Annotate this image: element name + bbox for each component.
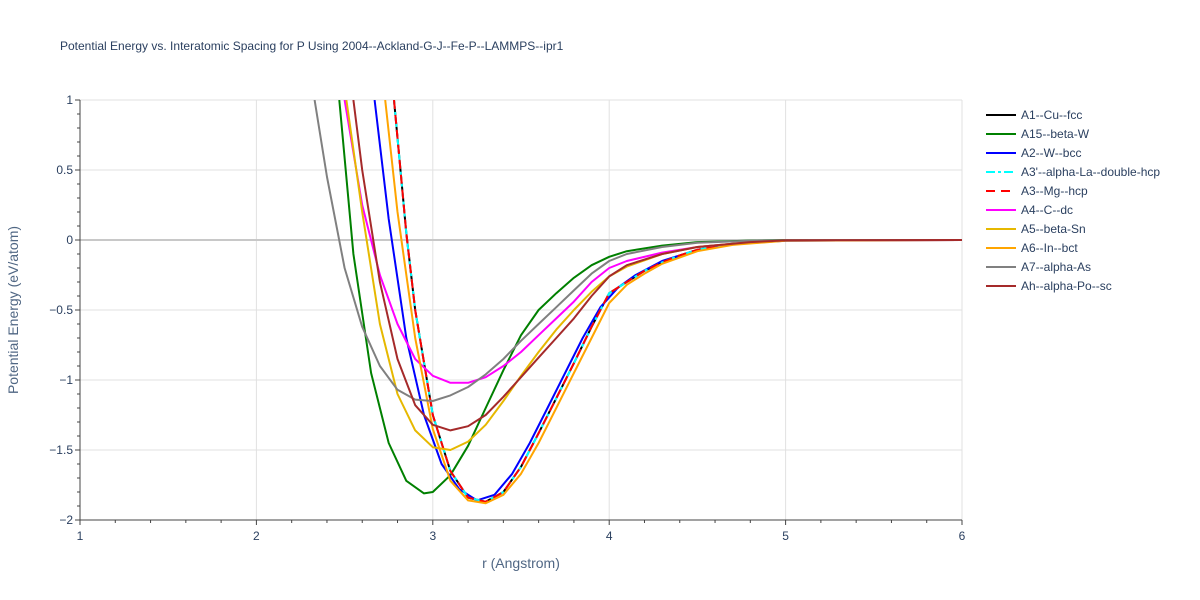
grid-lines	[80, 99, 963, 520]
series-line-1	[338, 100, 962, 495]
x-tick-label: 4	[606, 529, 613, 543]
series-group	[313, 100, 962, 505]
series-line-5	[343, 100, 962, 384]
x-axis-title: r (Angstrom)	[482, 555, 560, 571]
y-axis-title: Potential Energy (eV/atom)	[5, 226, 21, 394]
y-tick-label: −1	[59, 373, 73, 387]
axes-group: 1 2 3 4 5 6 −2 −1.5 −1 −0.5 0 0.5 1	[49, 93, 965, 543]
legend-item-label: A7--alpha-As	[1021, 260, 1091, 274]
legend-item-label: A1--Cu--fcc	[1021, 108, 1082, 122]
series-line-6	[345, 100, 962, 451]
y-tick-label: −0.5	[49, 303, 73, 317]
chart-title: Potential Energy vs. Interatomic Spacing…	[60, 39, 564, 53]
legend-item-label: A4--C--dc	[1021, 203, 1073, 217]
y-tick-label: 0	[66, 233, 73, 247]
x-tick-label: 5	[782, 529, 789, 543]
series-line-2	[373, 100, 962, 502]
legend-item-label: A6--In--bct	[1021, 241, 1078, 255]
legend-item-label: A5--beta-Sn	[1021, 222, 1086, 236]
x-tick-label: 1	[77, 529, 84, 543]
y-tick-label: 1	[66, 93, 73, 107]
legend: A1--Cu--fcc A15--beta-W A2--W--bcc A3'--alp…	[986, 108, 1160, 293]
series-line-4	[393, 100, 962, 503]
y-tick-label: −2	[59, 513, 73, 527]
x-tick-label: 2	[253, 529, 260, 543]
y-tick-label: 0.5	[56, 163, 73, 177]
series-line-9	[352, 100, 962, 432]
legend-item-label: Ah--alpha-Po--sc	[1021, 279, 1112, 293]
series-line-8	[313, 100, 962, 402]
x-tick-label: 6	[959, 529, 966, 543]
x-tick-label: 3	[429, 529, 436, 543]
legend-item-label: A2--W--bcc	[1021, 146, 1081, 160]
series-line-0	[393, 100, 962, 503]
legend-item-label: A3--Mg--hcp	[1021, 184, 1088, 198]
series-line-7	[384, 100, 962, 505]
y-tick-label: −1.5	[49, 443, 73, 457]
series-line-3	[393, 100, 962, 503]
legend-item-label: A3'--alpha-La--double-hcp	[1021, 165, 1160, 179]
legend-item-label: A15--beta-W	[1021, 127, 1090, 141]
